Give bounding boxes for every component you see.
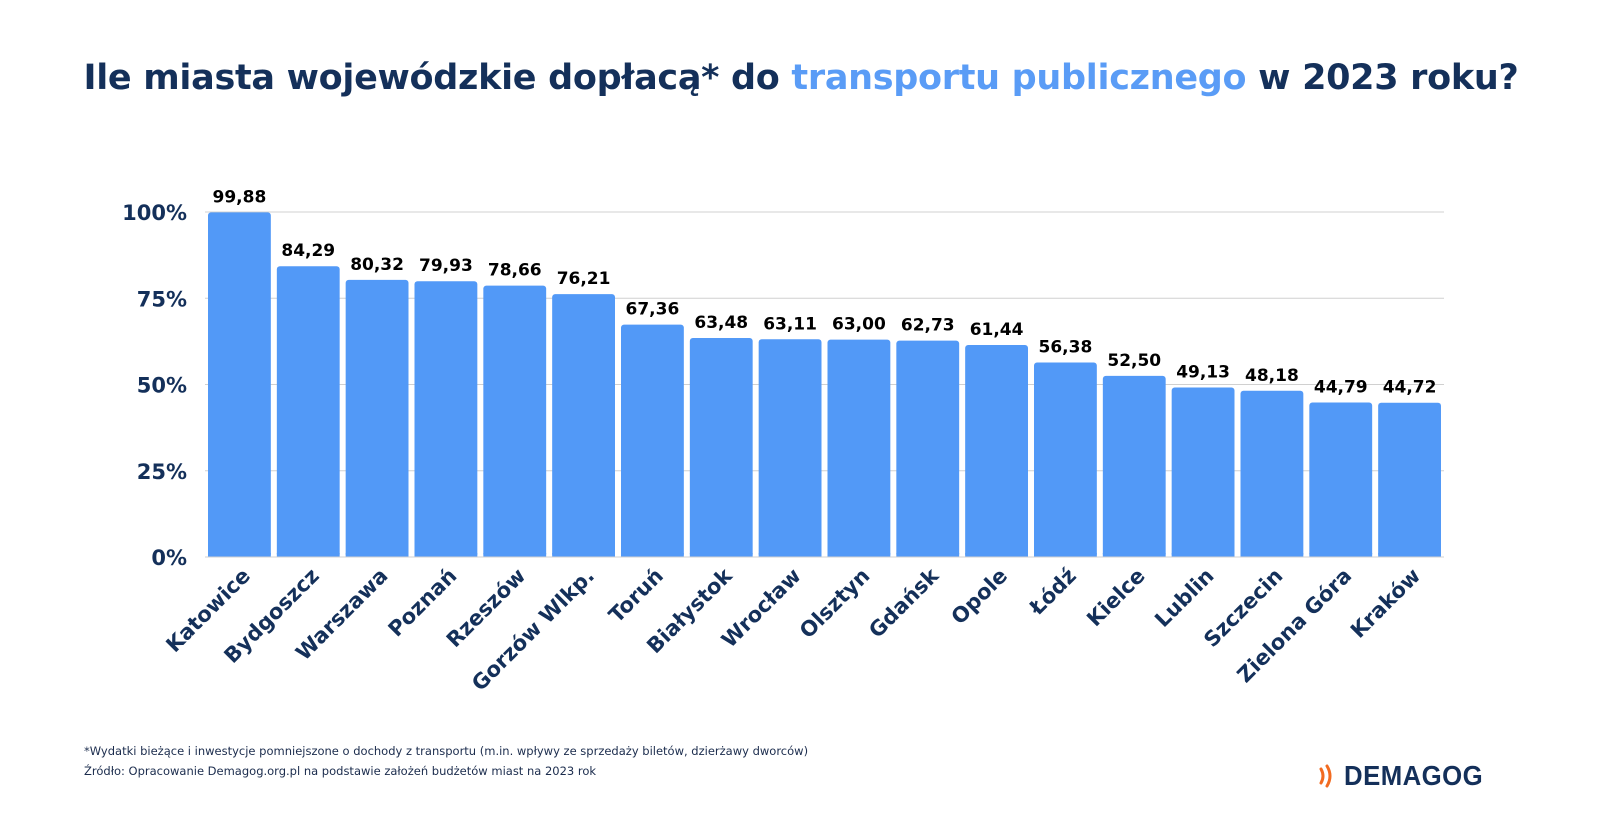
y-tick-label: 75% xyxy=(137,287,187,311)
bar xyxy=(208,212,271,557)
value-label: 61,44 xyxy=(970,320,1024,340)
title-part2: w 2023 roku? xyxy=(1246,58,1519,98)
bar xyxy=(414,281,478,557)
title-part1: Ile miasta wojewódzkie dopłacą* do xyxy=(83,58,792,98)
bar-base xyxy=(345,553,409,557)
category-label: Gorzów Wlkp. xyxy=(467,564,599,696)
category-label: Kraków xyxy=(1346,564,1425,643)
bar-base xyxy=(1034,553,1097,557)
category-label: Olsztyn xyxy=(795,564,875,644)
bar xyxy=(1240,390,1304,557)
value-label: 62,73 xyxy=(901,316,955,336)
bar-base xyxy=(758,553,822,557)
bar-base xyxy=(208,553,271,557)
bar xyxy=(965,345,1028,557)
value-label: 44,79 xyxy=(1314,377,1368,397)
category-label: Opole xyxy=(947,564,1013,630)
value-label: 56,38 xyxy=(1039,337,1093,357)
value-label: 67,36 xyxy=(626,300,680,320)
logo-text: DEMAGOG xyxy=(1344,760,1484,791)
value-label: 52,50 xyxy=(1107,351,1161,371)
y-tick-label: 25% xyxy=(137,460,187,484)
value-label: 63,11 xyxy=(763,314,817,334)
value-label: 63,48 xyxy=(694,313,748,333)
bar-base xyxy=(1102,553,1166,557)
bar-base xyxy=(896,553,960,557)
value-label: 84,29 xyxy=(281,241,335,261)
value-label: 79,93 xyxy=(419,256,473,276)
value-label: 49,13 xyxy=(1176,363,1230,383)
bar xyxy=(758,339,822,557)
category-label: Gdańsk xyxy=(864,563,944,643)
bar-base xyxy=(414,553,478,557)
bar-base xyxy=(1171,553,1235,557)
y-tick-label: 0% xyxy=(151,546,187,570)
bar xyxy=(689,337,753,557)
value-label: 76,21 xyxy=(557,269,611,289)
bar-base xyxy=(1378,553,1441,557)
bar-base xyxy=(1240,553,1304,557)
bar xyxy=(621,324,684,557)
y-tick-label: 50% xyxy=(137,374,187,398)
value-label: 99,88 xyxy=(213,187,267,207)
value-label: 63,00 xyxy=(832,315,886,335)
bar xyxy=(827,339,891,557)
bar-base xyxy=(621,553,684,557)
source-note: Źródło: Opracowanie Demagog.org.pl na po… xyxy=(84,764,597,778)
bar xyxy=(1034,362,1097,557)
category-label: Kielce xyxy=(1082,564,1150,632)
bar-base xyxy=(689,553,753,557)
bar-base xyxy=(827,553,891,557)
category-label: Toruń xyxy=(604,564,668,628)
bar xyxy=(1102,375,1166,557)
y-tick-label: 100% xyxy=(122,201,187,225)
bar-base xyxy=(1309,553,1373,557)
bar-base xyxy=(483,553,547,557)
value-label: 80,32 xyxy=(350,255,404,275)
bar xyxy=(1378,402,1441,557)
bar xyxy=(276,266,340,557)
demagog-logo: DEMAGOG xyxy=(1318,756,1495,796)
bar xyxy=(483,285,547,557)
value-label: 78,66 xyxy=(488,261,542,281)
bar xyxy=(1171,387,1235,557)
bar-base xyxy=(276,553,340,557)
value-label: 44,72 xyxy=(1383,378,1437,398)
category-label: Łódź xyxy=(1024,564,1081,621)
title-accent: transportu publicznego xyxy=(791,58,1247,98)
category-label: Lublin xyxy=(1150,564,1218,632)
bar xyxy=(552,294,615,557)
bar-base xyxy=(552,553,615,557)
sound-waves-icon xyxy=(1319,764,1332,788)
bar xyxy=(896,340,960,557)
bar-base xyxy=(965,553,1028,557)
bar xyxy=(1309,402,1373,557)
value-label: 48,18 xyxy=(1245,366,1299,386)
chart-title: Ile miasta wojewódzkie dopłacą* do trans… xyxy=(0,58,1602,98)
bar xyxy=(345,279,409,557)
footnote: *Wydatki bieżące i inwestycje pomniejszo… xyxy=(84,744,809,758)
